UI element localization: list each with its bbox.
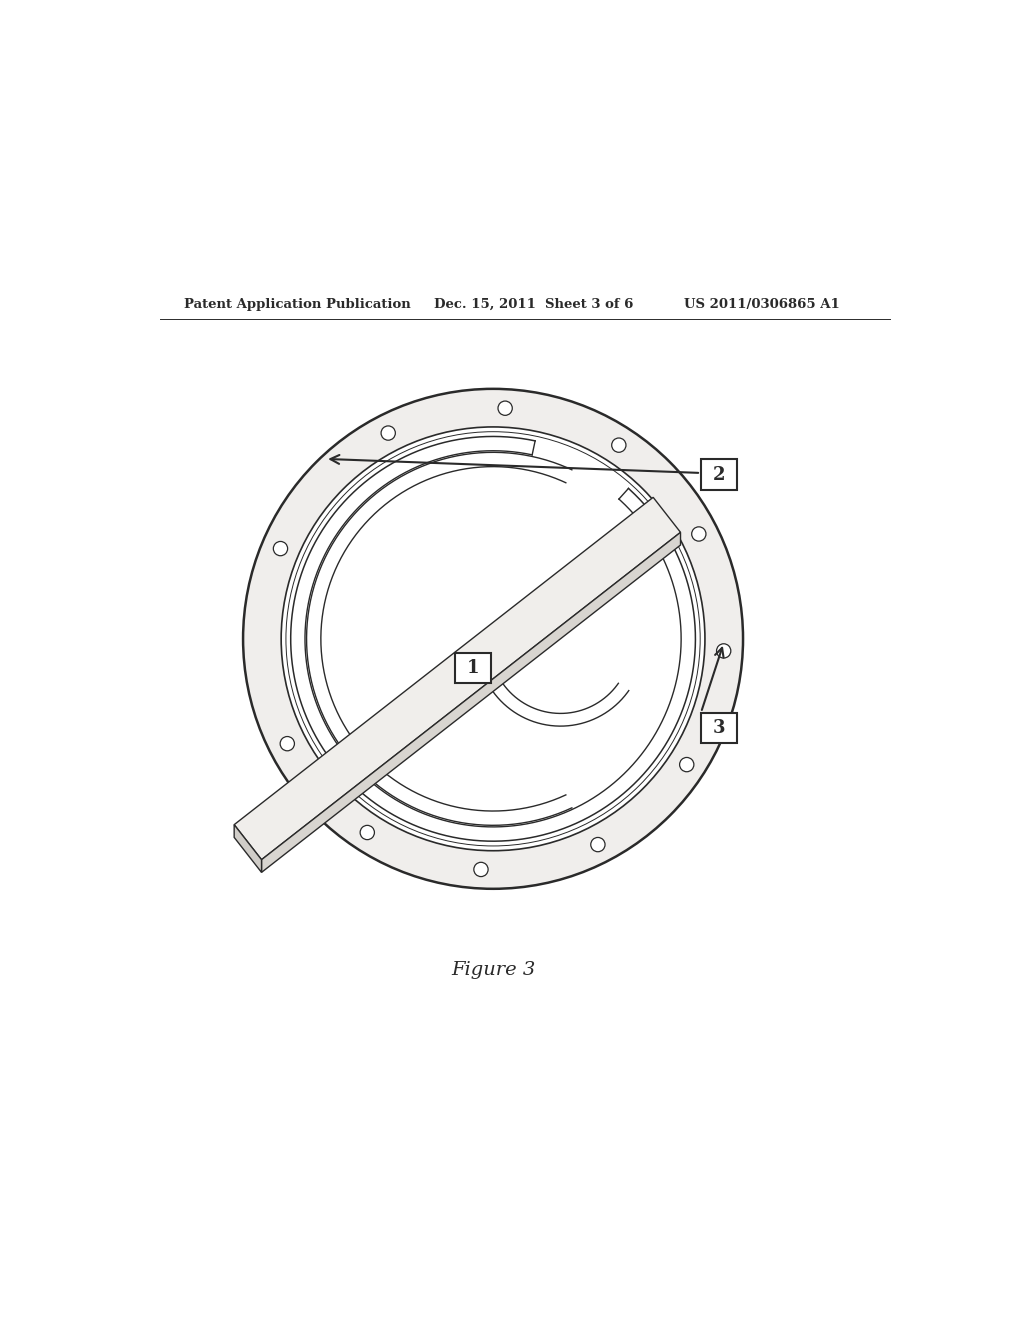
Text: 1: 1 xyxy=(467,659,479,677)
Circle shape xyxy=(243,389,743,888)
Text: Figure 3: Figure 3 xyxy=(451,961,536,978)
Circle shape xyxy=(591,837,605,851)
Circle shape xyxy=(474,862,488,876)
Circle shape xyxy=(680,758,694,772)
Text: Dec. 15, 2011: Dec. 15, 2011 xyxy=(433,298,536,312)
Polygon shape xyxy=(234,825,261,873)
Circle shape xyxy=(282,426,705,850)
FancyBboxPatch shape xyxy=(455,653,492,684)
Text: 3: 3 xyxy=(713,718,725,737)
FancyBboxPatch shape xyxy=(701,459,737,490)
Circle shape xyxy=(717,644,731,659)
FancyBboxPatch shape xyxy=(701,713,737,743)
Circle shape xyxy=(273,541,288,556)
Text: Patent Application Publication: Patent Application Publication xyxy=(183,298,411,312)
Circle shape xyxy=(691,527,706,541)
Text: US 2011/0306865 A1: US 2011/0306865 A1 xyxy=(684,298,840,312)
Text: Sheet 3 of 6: Sheet 3 of 6 xyxy=(545,298,633,312)
Circle shape xyxy=(360,825,375,840)
Text: 2: 2 xyxy=(713,466,725,483)
Circle shape xyxy=(498,401,512,416)
Circle shape xyxy=(611,438,626,453)
Polygon shape xyxy=(234,498,681,859)
Polygon shape xyxy=(261,532,681,873)
Circle shape xyxy=(281,737,295,751)
Circle shape xyxy=(381,426,395,440)
